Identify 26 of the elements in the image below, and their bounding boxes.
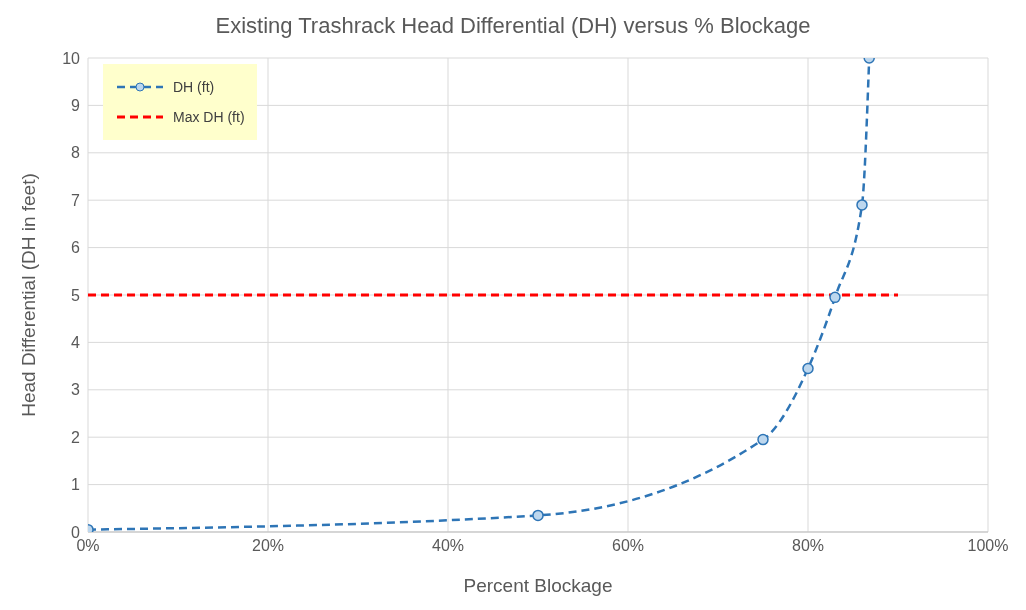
y-tick-label: 7 [71, 191, 81, 209]
point [532, 509, 544, 522]
y-tick-label: 10 [62, 49, 81, 67]
legend-label: Max DH (ft) [173, 109, 245, 125]
point [802, 362, 814, 375]
x-axis-title: Percent Blockage [463, 575, 613, 596]
point [829, 291, 841, 304]
y-axis-title: Head Differential (DH in feet) [17, 173, 39, 417]
x-tick-label: 20% [251, 537, 285, 555]
y-tick-label: 8 [71, 144, 81, 162]
y-tick-label: 6 [71, 239, 81, 257]
y-tick-label: 1 [71, 476, 81, 494]
point [757, 433, 769, 446]
x-tick-label: 40% [431, 537, 465, 555]
x-tick-label: 80% [791, 537, 825, 555]
y-tick-label: 2 [71, 428, 81, 446]
legend-label: DH (ft) [173, 79, 215, 95]
x-tick-label: 0% [76, 537, 100, 555]
y-tick-label: 5 [71, 286, 81, 304]
x-tick-label: 100% [967, 537, 1009, 555]
x-tick-label: 60% [611, 537, 645, 555]
point [856, 199, 868, 211]
y-tick-label: 3 [71, 381, 81, 399]
y-tick-label: 4 [71, 334, 81, 352]
chart-title: Existing Trashrack Head Differential (DH) versus % Blockage [214, 12, 812, 40]
y-tick-label: 9 [71, 97, 81, 115]
